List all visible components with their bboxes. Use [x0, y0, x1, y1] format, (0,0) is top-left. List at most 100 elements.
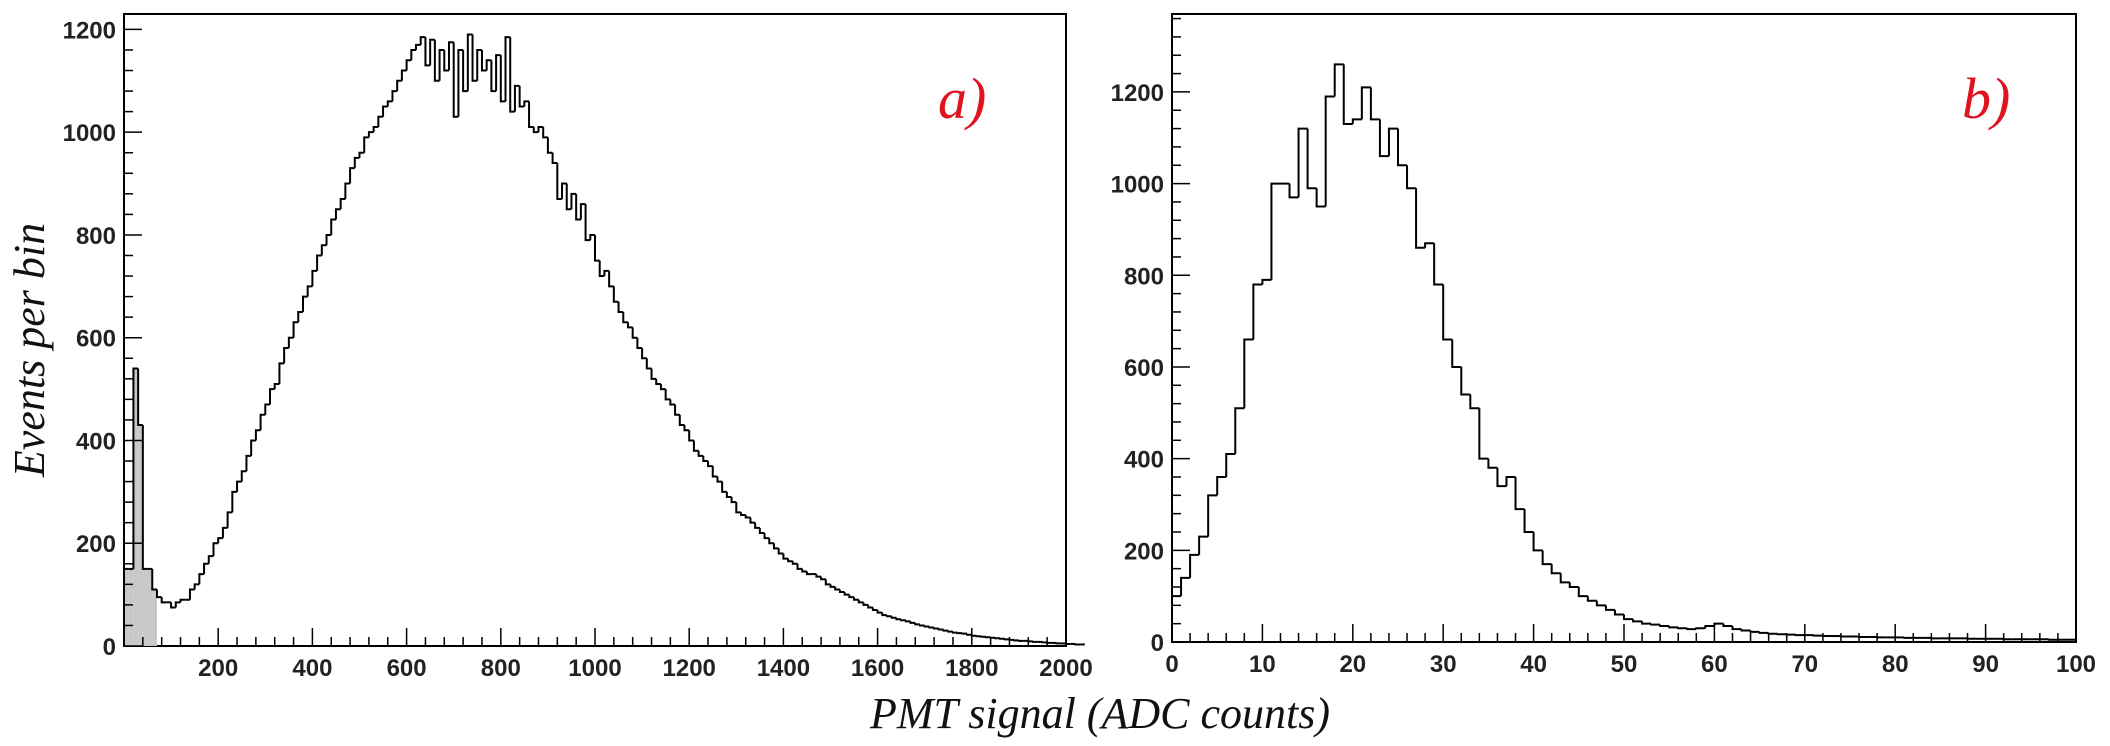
- histogram-bin: [1650, 623, 1661, 626]
- histogram-bin: [1767, 632, 1778, 635]
- shaded-bin: [128, 568, 134, 646]
- histogram-bin: [212, 542, 219, 557]
- histogram-bin: [287, 336, 294, 348]
- histogram-bin: [316, 254, 322, 271]
- shaded-bin: [142, 568, 148, 646]
- histogram-bin: [909, 621, 916, 624]
- histogram-bin: [344, 182, 351, 199]
- histogram-bin: [254, 429, 261, 441]
- histogram-bin: [1568, 582, 1579, 588]
- histogram-bin: [1478, 408, 1489, 460]
- histogram-bin: [1740, 629, 1751, 632]
- histogram-bin: [485, 59, 492, 71]
- histogram-bin: [188, 588, 195, 600]
- histogram-bin: [886, 615, 892, 618]
- histogram-bin: [236, 480, 242, 492]
- histogram-bin: [956, 632, 963, 635]
- histogram-bin: [245, 454, 252, 472]
- histogram-bin: [692, 440, 699, 452]
- panel-a-histogram: [123, 33, 1085, 646]
- x-tick-label: 200: [198, 655, 238, 682]
- histogram-bin: [1234, 407, 1245, 455]
- x-tick-label: 50: [1611, 651, 1638, 678]
- panel-a-x-axis: 200 400 600 800 1000 1200 1400 1600 1800 2000: [123, 628, 1093, 682]
- histogram-bin: [664, 389, 671, 401]
- histogram-bin: [250, 439, 256, 456]
- histogram-bin: [1216, 475, 1227, 496]
- histogram-bin: [1677, 627, 1688, 630]
- histogram-bin: [226, 511, 233, 528]
- histogram-bin: [170, 602, 176, 609]
- histogram-bin: [570, 192, 577, 210]
- histogram-bin: [768, 538, 774, 545]
- histogram-bin: [1559, 573, 1570, 584]
- histogram-bin: [951, 631, 958, 634]
- histogram-bin: [1297, 127, 1308, 198]
- histogram-bin: [462, 49, 468, 93]
- histogram-bin: [466, 33, 473, 92]
- histogram-bin: [711, 466, 718, 478]
- histogram-bin: [542, 127, 548, 139]
- histogram-bin: [598, 260, 605, 278]
- histogram-bin: [391, 90, 398, 102]
- histogram-bin: [1306, 128, 1317, 190]
- histogram-bin: [655, 378, 661, 385]
- panel-b: 0 10 20 30 40 50 60 70 80 90 100 0 200 400 600 800 1000…: [1111, 13, 2096, 678]
- y-tick-label: 200: [1124, 538, 1164, 565]
- histogram-bin: [278, 362, 285, 384]
- histogram-bin: [787, 558, 793, 563]
- histogram-bin: [424, 37, 431, 67]
- histogram-bin: [876, 610, 883, 614]
- histogram-bin: [207, 555, 214, 564]
- histogram-bin: [283, 346, 289, 364]
- histogram-bin: [754, 522, 760, 529]
- histogram-bin: [179, 598, 186, 603]
- panel-b-y-axis: 0 200 400 600 800 1000 1200: [1111, 17, 1190, 657]
- histogram-bin: [1017, 639, 1024, 642]
- shaded-bin: [152, 589, 157, 646]
- histogram-bin: [702, 455, 709, 463]
- y-tick-label: 1000: [1111, 172, 1164, 199]
- histogram-bin: [1198, 535, 1209, 555]
- histogram-bin: [1586, 596, 1597, 602]
- histogram-bin: [419, 36, 426, 45]
- histogram-bin: [1333, 63, 1344, 97]
- panel-b-histogram: [1171, 63, 2077, 642]
- y-tick-label: 600: [76, 326, 116, 353]
- histogram-bin: [1496, 467, 1507, 488]
- x-tick-label: 400: [292, 655, 332, 682]
- histogram-bin: [848, 594, 855, 599]
- histogram-bin: [933, 627, 939, 630]
- histogram-bin: [904, 620, 911, 623]
- histogram-bin: [697, 450, 704, 457]
- histogram-bin: [1623, 614, 1634, 621]
- histogram-bin: [155, 589, 162, 599]
- y-tick-label: 1200: [63, 17, 116, 44]
- histogram-bin: [556, 163, 563, 200]
- histogram-bin: [1659, 624, 1670, 627]
- histogram-bin: [763, 532, 770, 540]
- histogram-bin: [561, 182, 567, 199]
- histogram-bin: [617, 301, 624, 314]
- histogram-bin: [683, 425, 690, 432]
- panel-b-frame: [1171, 13, 2077, 643]
- histogram-bin: [1514, 476, 1525, 511]
- shaded-bin: [124, 568, 129, 646]
- histogram-bin: [674, 404, 680, 416]
- shaded-bin: [138, 425, 143, 646]
- histogram-bin: [1532, 531, 1543, 552]
- histogram-bin: [1003, 638, 1010, 641]
- histogram-bin: [838, 589, 845, 594]
- x-tick-label: 20: [1339, 651, 1366, 678]
- histogram-bin: [1225, 453, 1236, 477]
- histogram-bin: [1487, 458, 1498, 469]
- histogram-bin: [1577, 586, 1588, 598]
- histogram-bin: [688, 430, 694, 442]
- panel-a-shaded-region: [124, 368, 157, 646]
- histogram-bin: [174, 601, 181, 608]
- histogram-bin: [994, 637, 1001, 640]
- histogram-bin: [447, 41, 454, 71]
- histogram-bin: [457, 48, 464, 117]
- y-tick-label: 800: [76, 223, 116, 250]
